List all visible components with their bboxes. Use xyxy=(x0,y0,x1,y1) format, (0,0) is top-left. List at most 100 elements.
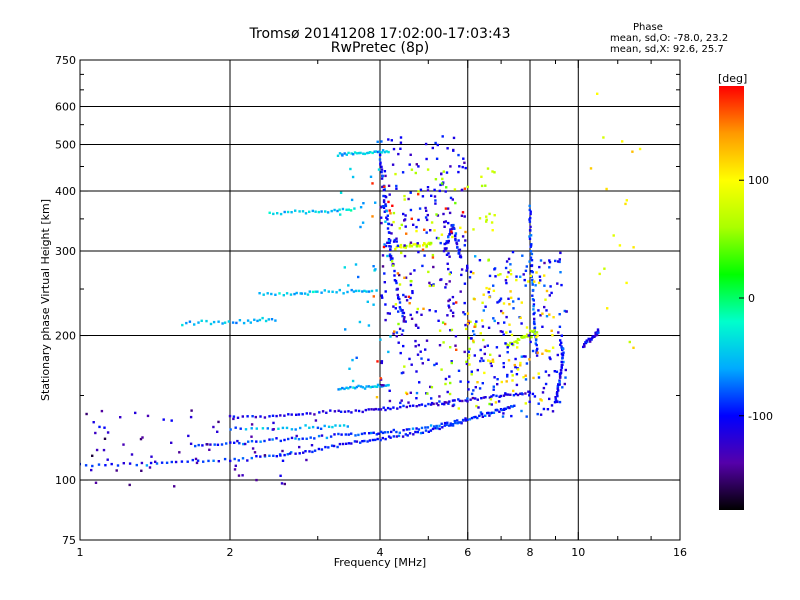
echo-point xyxy=(549,357,552,361)
echo-point xyxy=(333,208,336,212)
echo-point xyxy=(536,334,539,337)
echo-point xyxy=(208,448,211,451)
echo-point xyxy=(283,482,286,486)
echo-point xyxy=(473,354,476,357)
echo-point xyxy=(194,457,198,461)
echo-point xyxy=(259,440,262,443)
echo-point xyxy=(94,431,97,435)
echo-point xyxy=(283,210,286,214)
echo-point xyxy=(437,237,440,240)
echo-point xyxy=(376,383,380,387)
echo-point xyxy=(380,385,383,388)
echo-point xyxy=(432,284,435,287)
echo-point xyxy=(482,338,485,342)
y-tick-label: 300 xyxy=(55,245,76,258)
echo-point xyxy=(337,388,340,391)
echo-point xyxy=(364,408,367,412)
echo-point xyxy=(535,354,539,357)
echo-point xyxy=(302,451,305,454)
echo-point xyxy=(549,285,552,288)
echo-point xyxy=(405,244,408,248)
echo-point xyxy=(268,438,271,441)
echo-point xyxy=(336,209,339,213)
echo-point xyxy=(504,392,507,395)
echo-point xyxy=(525,362,529,365)
echo-point xyxy=(485,286,488,290)
echo-point xyxy=(533,317,536,321)
echo-point xyxy=(529,212,532,216)
echo-point xyxy=(343,410,347,413)
echo-point xyxy=(353,151,357,154)
echo-point xyxy=(361,221,365,224)
echo-point xyxy=(558,260,561,264)
echo-point xyxy=(512,394,516,397)
echo-point xyxy=(537,372,540,375)
echo-point xyxy=(536,347,539,351)
echo-point xyxy=(349,385,352,389)
echo-point xyxy=(469,398,472,401)
echo-point xyxy=(404,246,407,250)
echo-point xyxy=(539,314,542,317)
echo-point xyxy=(452,223,455,227)
echo-point xyxy=(517,338,521,341)
echo-point xyxy=(438,427,441,431)
echo-point xyxy=(365,385,368,388)
echo-point xyxy=(200,319,203,322)
echo-point xyxy=(298,210,301,213)
echo-point xyxy=(450,230,453,233)
echo-point xyxy=(430,284,433,287)
echo-point xyxy=(380,221,383,225)
echo-point xyxy=(298,445,301,449)
echo-point xyxy=(398,273,401,277)
echo-point xyxy=(461,211,465,214)
echo-point xyxy=(448,255,451,258)
echo-point xyxy=(197,443,200,447)
echo-point xyxy=(193,323,196,326)
echo-point xyxy=(330,444,334,447)
echo-point xyxy=(519,275,522,278)
echo-point xyxy=(561,352,564,356)
echo-points xyxy=(80,92,642,488)
echo-point xyxy=(344,328,347,331)
echo-point xyxy=(426,168,430,171)
echo-point xyxy=(520,355,523,358)
echo-point xyxy=(511,405,514,408)
echo-point xyxy=(399,351,402,355)
echo-point xyxy=(145,464,149,467)
echo-point xyxy=(393,238,396,242)
echo-point xyxy=(499,273,502,276)
echo-point xyxy=(558,383,561,386)
echo-point xyxy=(338,442,342,446)
echo-point xyxy=(309,436,312,439)
echo-point xyxy=(554,399,558,402)
echo-point xyxy=(483,345,487,348)
echo-point xyxy=(399,243,403,247)
echo-point xyxy=(392,406,395,409)
echo-point xyxy=(196,459,200,462)
echo-point xyxy=(465,360,468,363)
echo-point xyxy=(139,437,143,441)
echo-point xyxy=(344,442,348,445)
echo-point xyxy=(408,243,412,246)
echo-point xyxy=(391,257,394,260)
echo-point xyxy=(403,365,406,368)
echo-point xyxy=(404,225,407,228)
echo-point xyxy=(390,260,394,263)
echo-point xyxy=(468,347,471,351)
echo-point xyxy=(341,207,345,211)
echo-point xyxy=(499,394,503,398)
echo-point xyxy=(409,272,412,275)
echo-point xyxy=(253,318,256,321)
echo-point xyxy=(333,410,337,413)
echo-point xyxy=(410,168,414,171)
echo-point xyxy=(473,298,476,301)
echo-point xyxy=(510,296,513,299)
echo-point xyxy=(400,246,403,249)
echo-point xyxy=(547,374,551,377)
echo-point xyxy=(417,343,420,347)
echo-point xyxy=(375,396,379,399)
echo-point xyxy=(383,150,386,154)
echo-point xyxy=(461,235,465,238)
echo-point xyxy=(483,371,486,375)
echo-point xyxy=(323,424,326,428)
